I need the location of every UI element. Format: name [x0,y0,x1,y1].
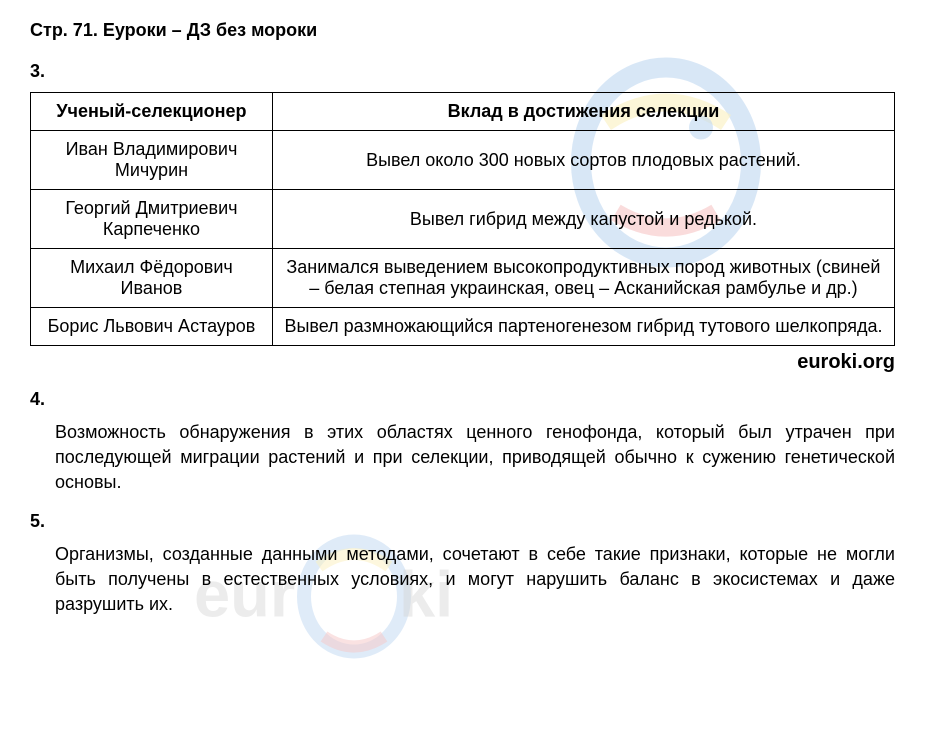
table-header-row: Ученый-селекционер Вклад в достижения се… [31,93,895,131]
scientist-cell: Михаил Фёдорович Иванов [31,249,273,308]
question-4-answer: Возможность обнаружения в этих областях … [30,420,895,496]
contribution-cell: Занимался выведением высокопродуктивных … [272,249,894,308]
table-row: Иван Владимирович Мичурин Вывел около 30… [31,131,895,190]
column-header-scientist: Ученый-селекционер [31,93,273,131]
page-title: Стр. 71. Еуроки – ДЗ без мороки [30,20,895,41]
table-row: Георгий Дмитриевич Карпеченко Вывел гибр… [31,190,895,249]
question-3-number: 3. [30,61,895,82]
question-4-number: 4. [30,389,895,410]
scientist-cell: Георгий Дмитриевич Карпеченко [31,190,273,249]
site-url: euroki.org [30,351,895,374]
question-5-answer: Организмы, созданные данными методами, с… [30,542,895,618]
scientist-cell: Иван Владимирович Мичурин [31,131,273,190]
scientist-cell: Борис Львович Астауров [31,308,273,346]
table-row: Михаил Фёдорович Иванов Занимался выведе… [31,249,895,308]
column-header-contribution: Вклад в достижения селекции [272,93,894,131]
question-5-number: 5. [30,511,895,532]
contribution-cell: Вывел гибрид между капустой и редькой. [272,190,894,249]
table-row: Борис Львович Астауров Вывел размножающи… [31,308,895,346]
contribution-cell: Вывел размножающийся партеногенезом гибр… [272,308,894,346]
contribution-cell: Вывел около 300 новых сортов плодовых ра… [272,131,894,190]
scientists-table: Ученый-селекционер Вклад в достижения се… [30,92,895,346]
